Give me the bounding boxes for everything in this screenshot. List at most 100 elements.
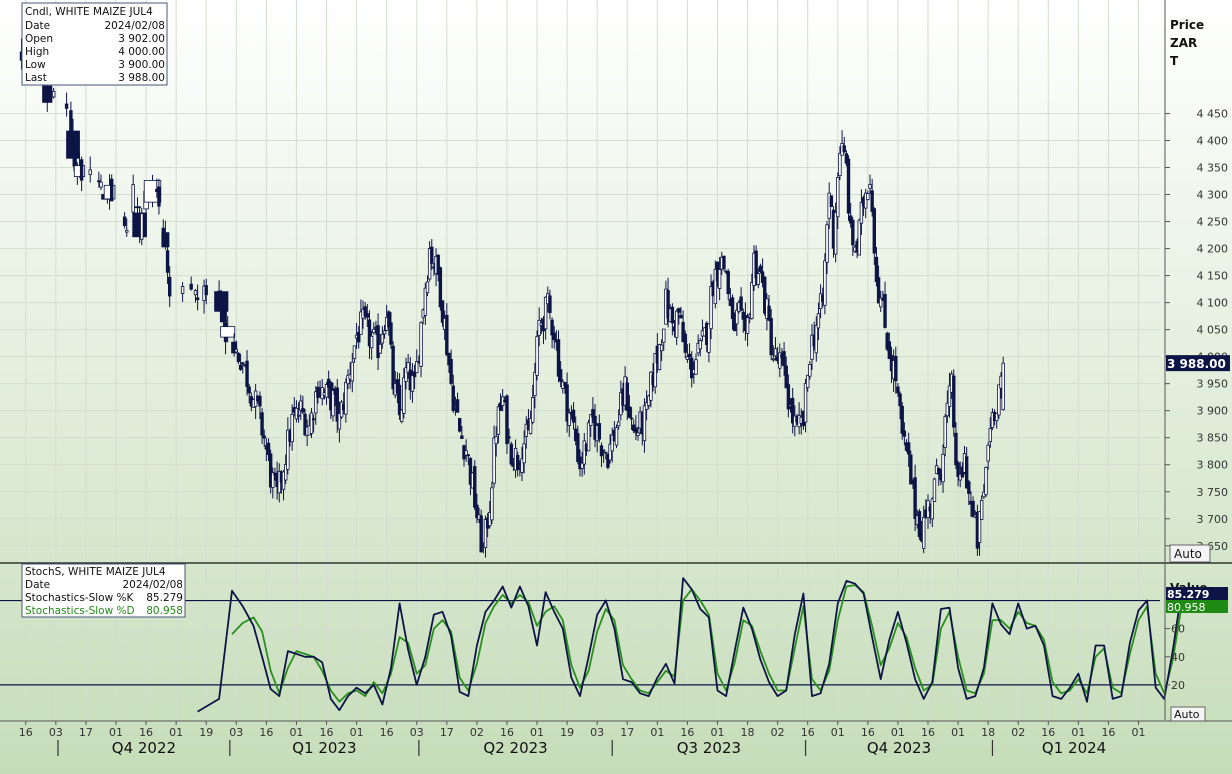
- quarter-label: Q1 2023: [292, 739, 356, 757]
- candle-body: [980, 499, 984, 520]
- candle-body: [681, 321, 685, 343]
- candle-body: [943, 416, 947, 448]
- candle-body: [359, 311, 363, 335]
- x-tick-label: 16: [861, 726, 875, 739]
- candle-body: [707, 323, 711, 353]
- candle-body: [531, 397, 535, 423]
- candle-body: [344, 381, 348, 415]
- candle-body: [649, 371, 653, 401]
- price-info-last-label: Last: [25, 72, 47, 84]
- candle-body: [494, 436, 498, 445]
- candle-body: [436, 254, 440, 275]
- candle-body: [784, 365, 788, 389]
- x-tick-label: 01: [1071, 726, 1085, 739]
- stoch-info-k-value: 85.279: [146, 592, 183, 604]
- price-y-tick-label: 4 050: [1197, 324, 1229, 337]
- x-tick-label: 01: [650, 726, 664, 739]
- candle-body: [750, 282, 754, 319]
- candle-body: [829, 195, 834, 207]
- candle-body: [803, 383, 808, 423]
- x-tick-label: 16: [801, 726, 815, 739]
- candle-body: [483, 519, 488, 548]
- candle-body: [357, 331, 361, 343]
- candle-body: [597, 423, 602, 440]
- candle-body: [367, 319, 372, 347]
- x-tick-label: 17: [79, 726, 93, 739]
- candle-body: [586, 422, 591, 452]
- candle-body: [941, 453, 945, 483]
- stoch-info-date-label: Date: [25, 579, 50, 591]
- price-axis-title-line1: Price: [1170, 18, 1204, 32]
- x-tick-label: 19: [199, 726, 213, 739]
- candle-body: [492, 437, 496, 484]
- candle-body: [505, 395, 509, 445]
- stoch-k-marker: 85.279: [1166, 587, 1228, 601]
- quarter-label: Q3 2023: [677, 739, 741, 757]
- stoch-auto-button[interactable]: Auto: [1170, 706, 1206, 722]
- candle-body: [369, 335, 374, 349]
- candle-body: [168, 276, 172, 297]
- candle-body: [496, 406, 501, 435]
- candle-body: [838, 152, 842, 176]
- price-candles: [19, 37, 1005, 558]
- price-auto-button-frame[interactable]: [1169, 544, 1211, 563]
- candle-body: [848, 215, 853, 224]
- candle-body: [894, 355, 898, 382]
- candle-body: [498, 402, 503, 411]
- x-tick-label: 16: [259, 726, 273, 739]
- price-y-tick-label: 4 250: [1197, 216, 1229, 229]
- quarter-label: Q4 2022: [112, 739, 176, 757]
- candle-body: [913, 477, 917, 519]
- candle-body: [726, 271, 730, 295]
- stoch-k-label: 85.279: [1167, 588, 1209, 601]
- candle-body: [400, 409, 404, 422]
- x-tick-label: 01: [891, 726, 905, 739]
- candle-body: [238, 364, 243, 370]
- stoch-y-axis: 20 40 60: [1165, 623, 1185, 692]
- candle-body: [851, 219, 855, 246]
- candle-body: [79, 159, 84, 181]
- candle-body: [449, 358, 453, 384]
- candle-body: [402, 377, 406, 414]
- stoch-lines: [197, 577, 1189, 713]
- price-y-tick-label: 4 300: [1197, 189, 1229, 202]
- candle-body: [528, 418, 533, 434]
- candle-body: [876, 277, 881, 304]
- candle-body: [763, 276, 767, 314]
- candle-body: [898, 393, 902, 407]
- x-tick-label: 18: [981, 726, 995, 739]
- candle-body: [565, 384, 569, 422]
- candle-body: [406, 362, 410, 373]
- candle-body: [857, 219, 861, 256]
- x-tick-label: 16: [1041, 726, 1055, 739]
- x-tick-label: 01: [951, 726, 965, 739]
- candle-body: [247, 386, 251, 394]
- candle-body: [522, 443, 526, 464]
- candle-body: [550, 319, 554, 336]
- candle-body: [397, 384, 402, 416]
- candle-body: [810, 334, 814, 360]
- x-tick-label: 01: [109, 726, 123, 739]
- candle-body: [864, 192, 868, 209]
- candle-body: [475, 504, 479, 519]
- candle-body: [629, 417, 634, 420]
- candle-body: [520, 458, 524, 473]
- candle-body: [825, 224, 829, 263]
- candle-body: [896, 386, 900, 394]
- price-auto-button[interactable]: Auto: [1169, 544, 1211, 563]
- candle-body: [698, 340, 702, 350]
- stoch-d-badge: [1166, 600, 1228, 613]
- candle-body: [350, 361, 354, 382]
- candle-body: [769, 318, 773, 356]
- price-info-open-label: Open: [25, 33, 53, 45]
- candle-body: [389, 322, 393, 345]
- stoch-info-box: StochS, WHITE MAIZE JUL4 Date 2024/02/08…: [21, 563, 186, 618]
- candle-body: [952, 375, 956, 428]
- x-tick-label: 16: [1101, 726, 1115, 739]
- price-y-tick-label: 4 350: [1197, 162, 1229, 175]
- candle-body: [677, 308, 681, 313]
- candle-body: [236, 352, 241, 363]
- candle-body: [879, 297, 883, 308]
- candle-body: [299, 400, 303, 411]
